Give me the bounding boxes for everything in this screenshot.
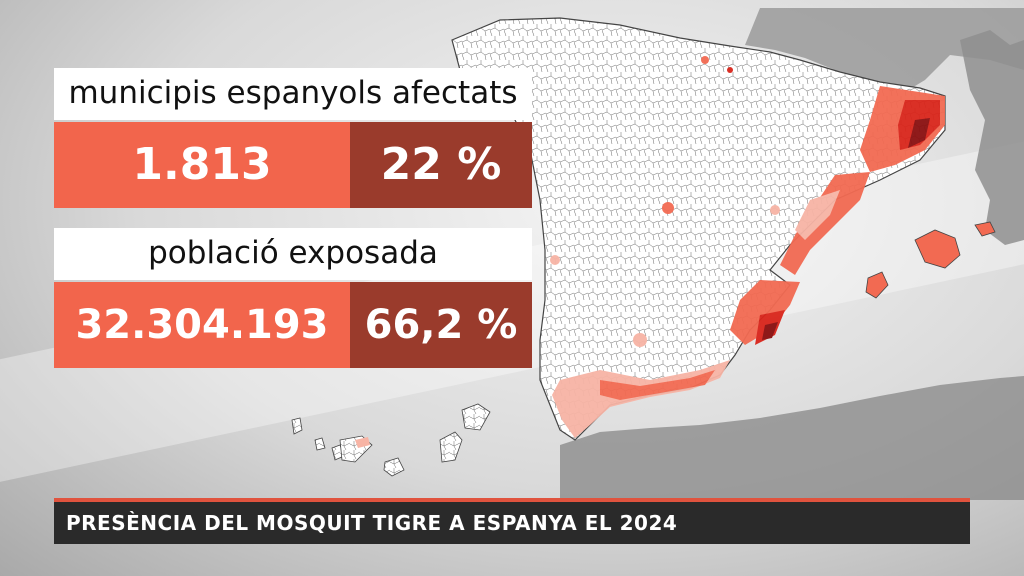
corsica-sardinia (960, 30, 1024, 245)
municipalities-percent: 22 % (350, 122, 532, 208)
municipalities-count: 1.813 (54, 122, 350, 208)
canary-islands (291, 403, 491, 477)
municipalities-label: municipis espanyols afectats (54, 68, 532, 120)
north-africa-landmass (560, 376, 1024, 500)
population-label: població exposada (54, 228, 532, 280)
footer-title: PRESÈNCIA DEL MOSQUIT TIGRE A ESPANYA EL… (54, 502, 970, 544)
population-percent: 66,2 % (350, 282, 532, 368)
footer-accent-line (54, 498, 970, 502)
balearic-islands (914, 229, 961, 269)
population-count: 32.304.193 (54, 282, 350, 368)
presence-overlay (550, 56, 945, 438)
france-landmass (745, 8, 1024, 92)
